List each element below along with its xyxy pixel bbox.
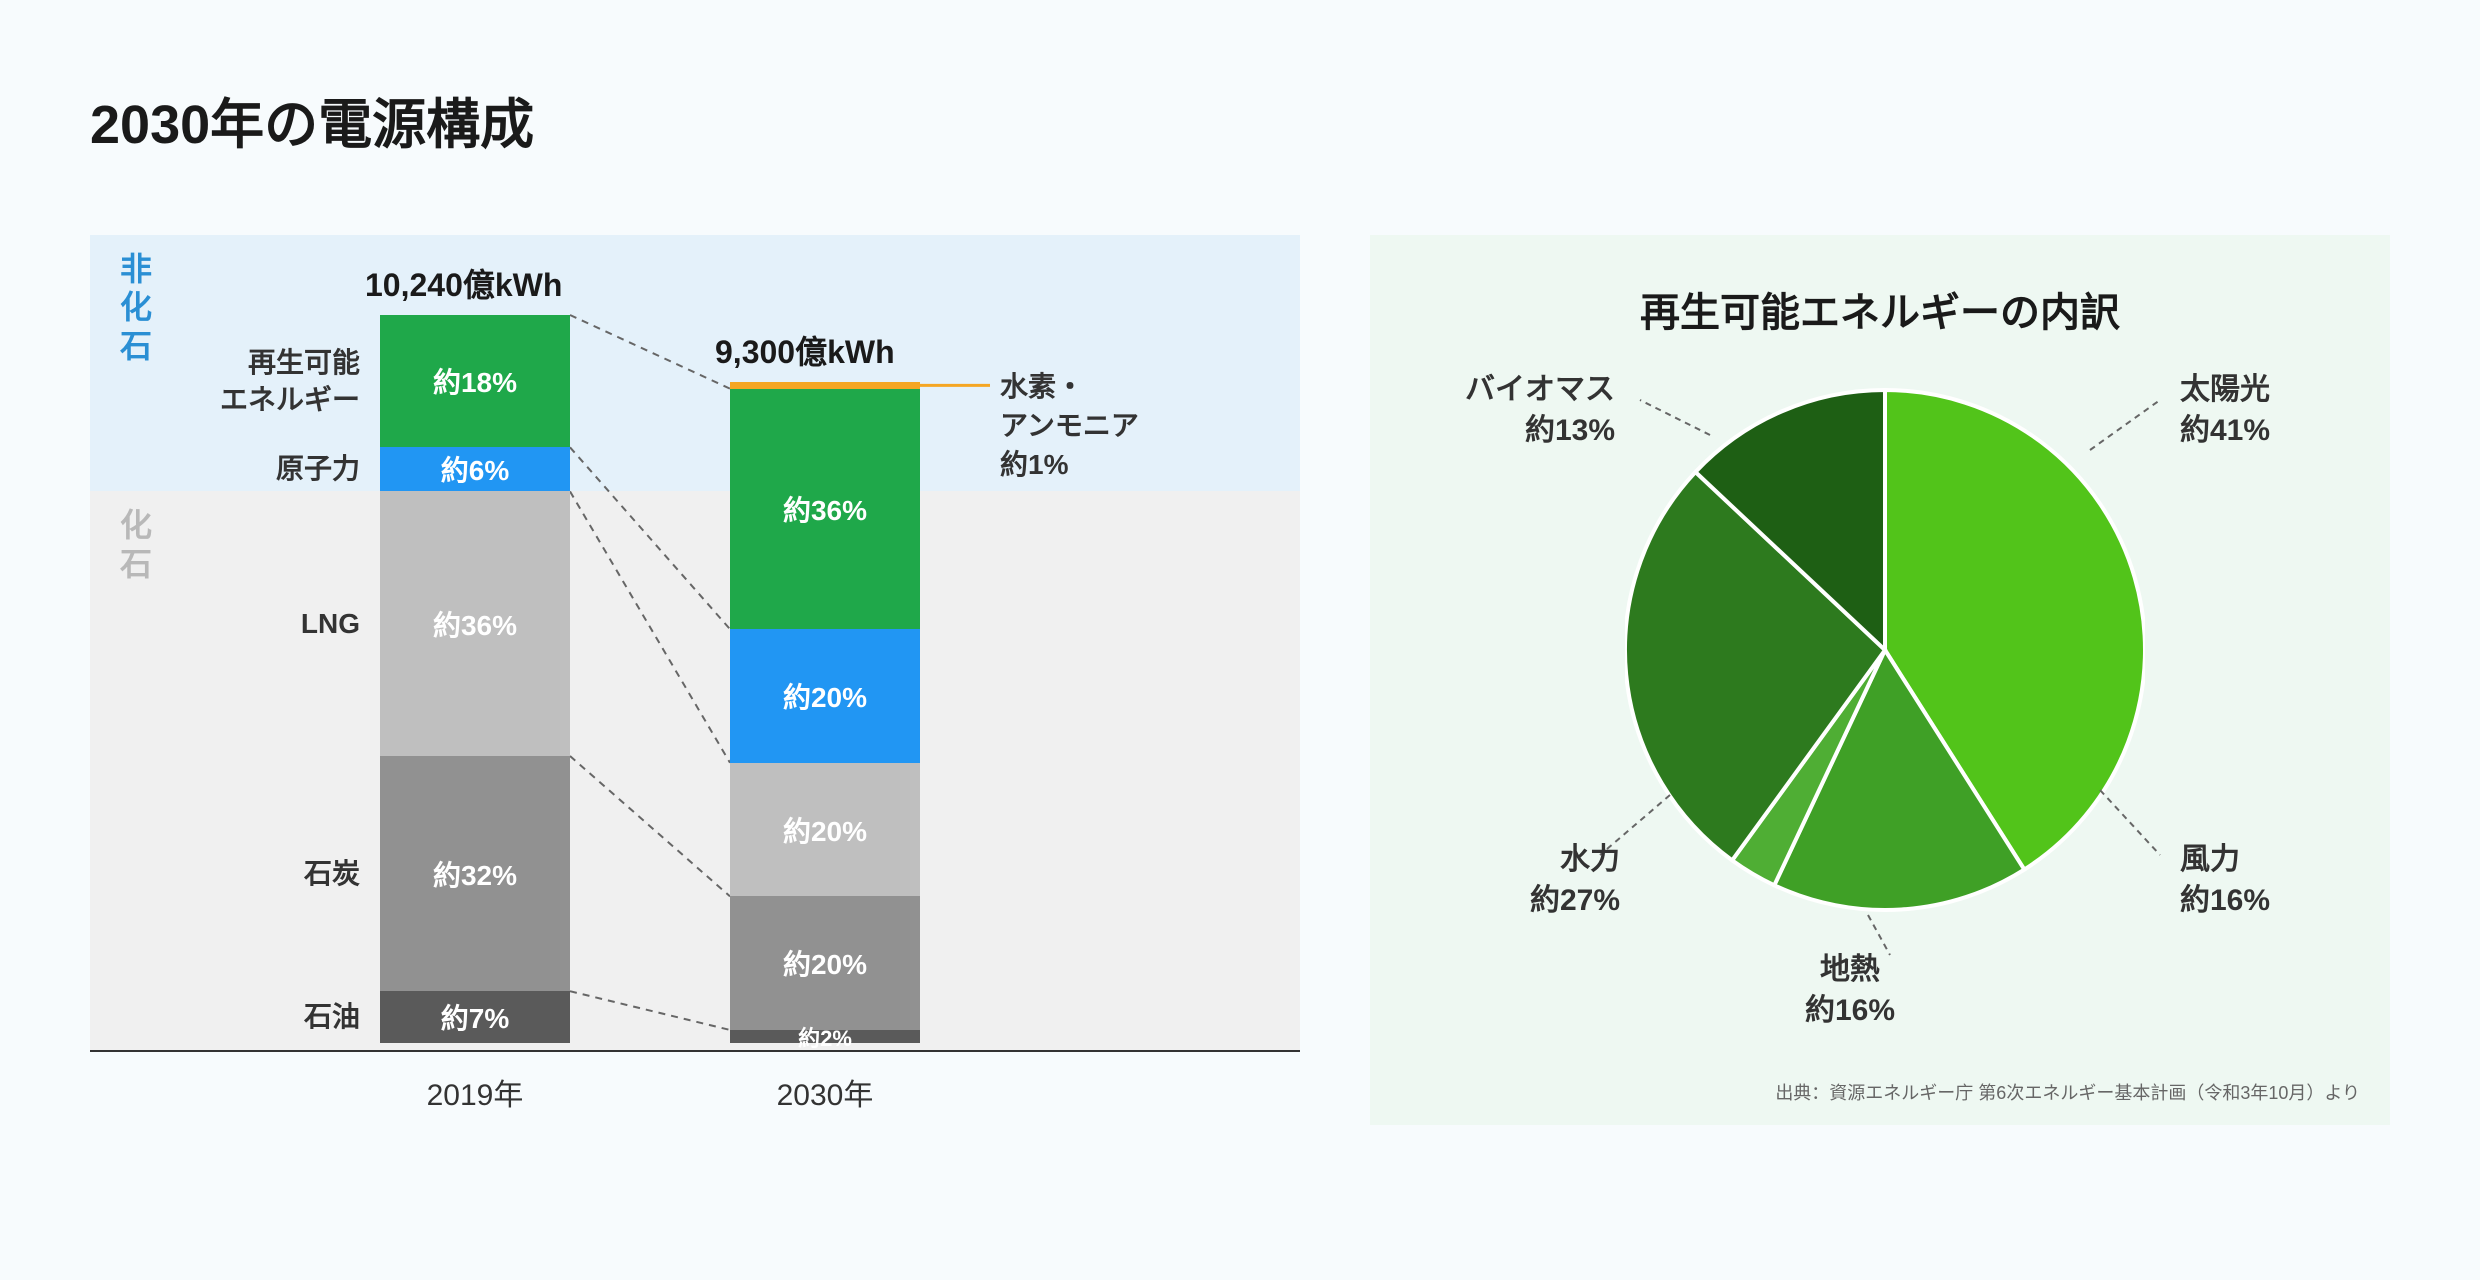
pie-label-3: 水力約27%	[1470, 840, 1620, 921]
bar-total-1: 9,300億kWh	[715, 327, 895, 373]
segment-hydrogen	[730, 382, 920, 389]
pie-source-citation: 出典：資源エネルギー庁 第6次エネルギー基本計画（令和3年10月）より	[1775, 1079, 2360, 1105]
page-title: 2030年の電源構成	[90, 80, 534, 159]
segment-renewable: 約18%	[380, 315, 570, 447]
pie-chart-panel: 再生可能エネルギーの内訳 太陽光約41%風力約16%地熱約16%水力約27%バイ…	[1370, 235, 2390, 1125]
source-label-coal: 石炭	[140, 856, 360, 892]
segment-coal: 約32%	[380, 756, 570, 991]
category-label: 化石	[120, 506, 152, 583]
segment-nuclear: 約20%	[730, 629, 920, 763]
segment-lng: 約20%	[730, 763, 920, 897]
pie-label-0: 太陽光約41%	[2180, 370, 2270, 451]
x-axis-line	[90, 1050, 1300, 1052]
pie-label-2: 地熱約16%	[1790, 950, 1910, 1031]
source-label-renewable: 再生可能エネルギー	[140, 345, 360, 418]
bar-total-0: 10,240億kWh	[365, 260, 562, 306]
hydrogen-ammonia-label: 水素・アンモニア約1%	[1000, 367, 1139, 485]
segment-oil: 約7%	[380, 991, 570, 1042]
year-label-1: 2030年	[765, 1070, 885, 1114]
segment-nuclear: 約6%	[380, 447, 570, 491]
source-label-lng: LNG	[140, 606, 360, 642]
source-label-oil: 石油	[140, 999, 360, 1035]
pie-label-4: バイオマス約13%	[1465, 370, 1615, 451]
segment-oil: 約2%	[730, 1030, 920, 1043]
stacked-bar-chart: 非化石化石再生可能エネルギー原子力LNG石炭石油約18%約6%約36%約32%約…	[90, 235, 1300, 1125]
segment-lng: 約36%	[380, 491, 570, 756]
source-label-nuclear: 原子力	[140, 451, 360, 487]
pie-label-1: 風力約16%	[2180, 840, 2270, 921]
segment-coal: 約20%	[730, 896, 920, 1030]
bar-0: 約18%約6%約36%約32%約7%	[380, 235, 570, 1050]
segment-renewable: 約36%	[730, 389, 920, 629]
year-label-0: 2019年	[415, 1070, 535, 1114]
